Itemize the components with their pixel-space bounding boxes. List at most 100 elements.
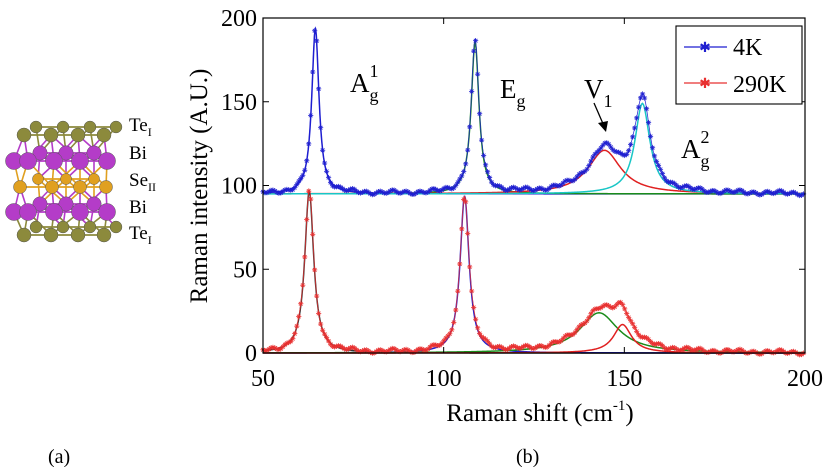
data-point-4k [636, 104, 642, 110]
atom-bi [86, 145, 102, 161]
layer-label-bi-top: Bi [129, 143, 147, 164]
data-point-290k [320, 327, 326, 333]
legend: ✱ 4K ✱ 290K [675, 25, 803, 105]
data-point-290k [294, 323, 300, 329]
atom-bi [71, 203, 89, 221]
data-point-290k [441, 338, 447, 344]
data-point-290k [632, 324, 638, 330]
atom-te [43, 227, 59, 243]
data-point-4k [320, 147, 326, 153]
atom-te [16, 127, 32, 143]
data-point-4k [314, 38, 320, 44]
data-point-290k [274, 346, 280, 352]
data-point-290k [572, 329, 578, 336]
data-point-4k [484, 169, 491, 175]
data-point-290k [473, 316, 479, 322]
data-point-290k [314, 293, 320, 299]
data-point-4k [459, 173, 465, 179]
data-point-290k [316, 310, 322, 317]
data-point-290k [433, 342, 439, 348]
data-point-4k [584, 166, 590, 172]
peak-label-v1: V1 [584, 74, 613, 111]
y-tick-label: 0 [245, 341, 257, 367]
data-point-290k [312, 267, 318, 273]
data-point-4k [661, 175, 668, 181]
data-point-4k [488, 179, 495, 185]
data-point-4k [649, 145, 656, 151]
data-point-290k [457, 261, 463, 267]
atom-bi [45, 152, 63, 170]
peak-label-eg: Eg [500, 74, 526, 111]
legend-box [675, 25, 803, 105]
atom-bi [71, 152, 89, 170]
data-point-290k [588, 311, 594, 317]
data-point-290k [449, 327, 455, 333]
atom-te [56, 220, 70, 234]
data-point-4k [643, 106, 650, 112]
data-point-290k [288, 338, 294, 344]
data-point-4k [641, 95, 648, 101]
data-point-290k [455, 288, 461, 294]
crystal-atoms [5, 120, 123, 243]
data-point-4k [461, 168, 467, 175]
y-tick-label: 200 [221, 6, 257, 32]
atom-bi [19, 152, 37, 170]
data-point-4k [653, 158, 660, 164]
data-point-4k [296, 178, 302, 184]
peak-label-a2g: Ag2 [681, 127, 710, 171]
data-point-290k [306, 188, 312, 194]
x-axis-label: Raman shift (cm-1) [446, 398, 633, 427]
legend-marker-4k: ✱ [699, 40, 711, 56]
data-point-290k [626, 314, 632, 321]
data-point-290k [775, 347, 781, 354]
data-point-4k [469, 88, 475, 95]
atom-te [70, 127, 86, 143]
data-point-290k [310, 231, 316, 237]
crystal-structure: TeI Bi SeII Bi TeI [5, 115, 156, 247]
data-point-4k [626, 148, 632, 154]
data-point-4k [598, 145, 604, 151]
data-point-4k [322, 160, 328, 166]
legend-label-290k: 290K [733, 72, 787, 98]
panel-label-a: (a) [48, 446, 70, 467]
atom-se [88, 173, 100, 185]
data-point-4k [471, 48, 477, 54]
data-point-4k [606, 141, 612, 147]
data-point-4k [655, 162, 662, 168]
legend-marker-290k: ✱ [699, 76, 711, 92]
atom-te [109, 120, 123, 134]
data-point-4k [586, 162, 592, 169]
data-point-4k [455, 179, 461, 185]
data-point-4k [634, 115, 640, 121]
data-point-290k [439, 340, 445, 346]
atom-te [83, 220, 97, 234]
data-point-4k [639, 91, 646, 97]
data-point-290k [471, 304, 477, 311]
data-point-290k [304, 216, 310, 223]
atom-se [32, 173, 44, 185]
data-point-290k [463, 199, 469, 205]
data-point-4k [651, 153, 658, 159]
atom-bi [19, 203, 37, 221]
data-point-4k [302, 167, 308, 173]
atom-te [96, 227, 112, 243]
data-point-4k [659, 171, 666, 177]
atom-bi [58, 196, 74, 212]
data-point-290k [467, 264, 473, 270]
data-point-4k [463, 161, 469, 167]
atom-te [109, 220, 123, 234]
atom-bi [98, 152, 116, 170]
data-point-290k [534, 344, 540, 350]
data-point-290k [318, 321, 324, 327]
data-point-290k [308, 196, 314, 202]
data-point-4k [323, 168, 330, 174]
data-point-4k [292, 184, 298, 191]
data-point-290k [574, 326, 580, 333]
atom-se [60, 173, 72, 185]
data-point-4k [477, 111, 483, 117]
atom-bi [86, 196, 102, 212]
atom-te [29, 120, 43, 134]
data-point-4k [473, 38, 479, 44]
data-point-290k [634, 328, 640, 334]
